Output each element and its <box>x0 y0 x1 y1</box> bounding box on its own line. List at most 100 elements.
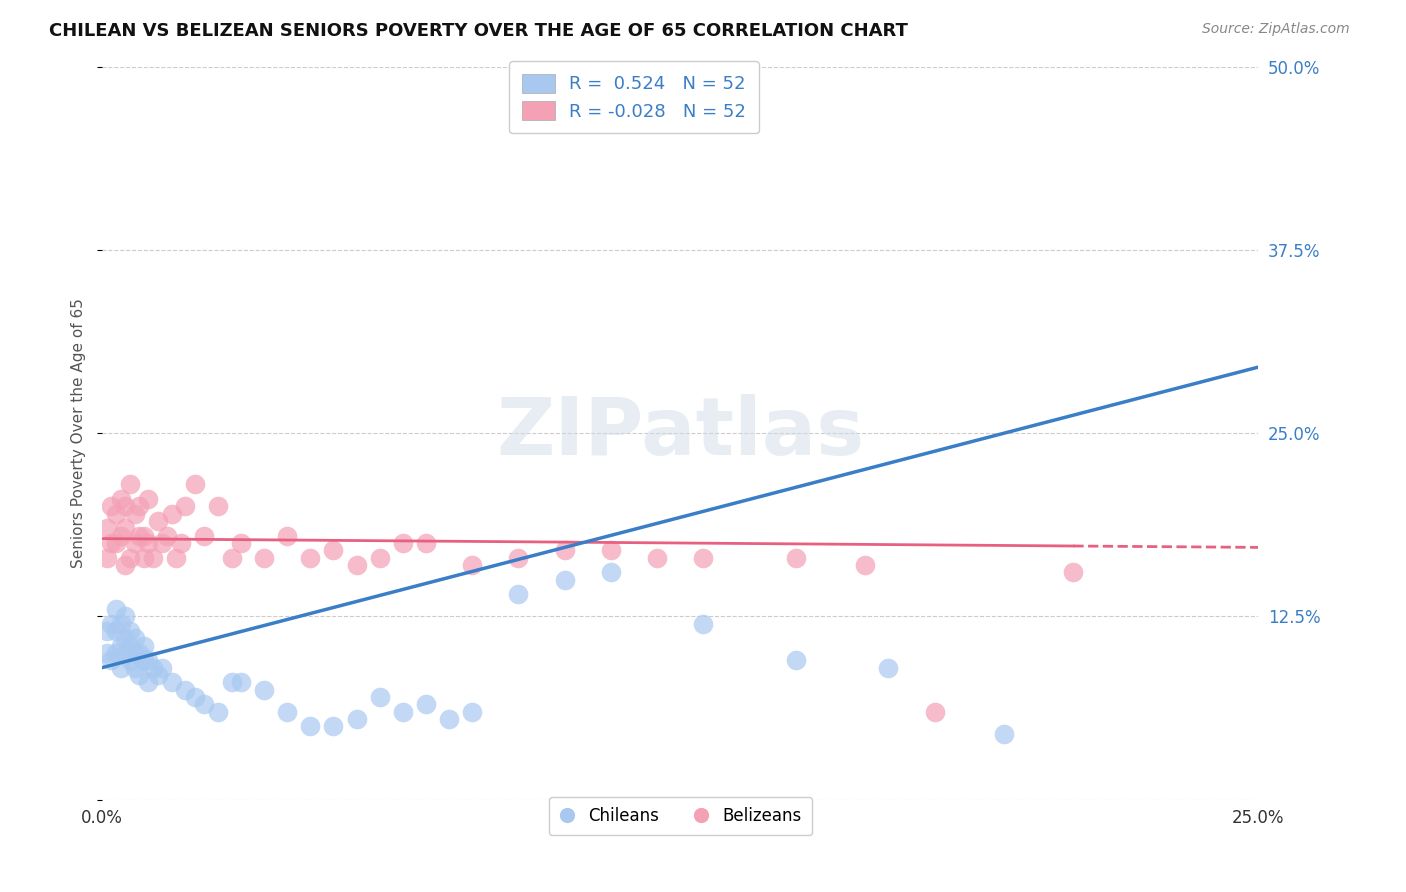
Point <box>142 550 165 565</box>
Point <box>276 705 298 719</box>
Point <box>391 705 413 719</box>
Point <box>368 550 391 565</box>
Point <box>156 529 179 543</box>
Point <box>118 624 141 638</box>
Point <box>322 719 344 733</box>
Point <box>554 573 576 587</box>
Point <box>105 602 128 616</box>
Point <box>253 550 276 565</box>
Point <box>128 500 150 514</box>
Point <box>100 536 122 550</box>
Point <box>993 726 1015 740</box>
Point <box>692 550 714 565</box>
Point <box>124 632 146 646</box>
Point <box>924 705 946 719</box>
Point <box>114 632 136 646</box>
Point <box>221 550 243 565</box>
Point <box>128 668 150 682</box>
Point <box>114 500 136 514</box>
Point <box>124 646 146 660</box>
Legend: Chileans, Belizeans: Chileans, Belizeans <box>548 797 813 835</box>
Point <box>207 500 229 514</box>
Point <box>105 507 128 521</box>
Point <box>415 536 437 550</box>
Point <box>554 543 576 558</box>
Point <box>193 698 215 712</box>
Point <box>174 500 197 514</box>
Point <box>100 616 122 631</box>
Point <box>853 558 876 572</box>
Point <box>391 536 413 550</box>
Point <box>193 529 215 543</box>
Point <box>132 653 155 667</box>
Point <box>229 675 252 690</box>
Point <box>114 609 136 624</box>
Point <box>132 639 155 653</box>
Point <box>170 536 193 550</box>
Point <box>105 536 128 550</box>
Point <box>124 536 146 550</box>
Point <box>142 660 165 674</box>
Point <box>110 616 132 631</box>
Point <box>299 719 322 733</box>
Point <box>110 639 132 653</box>
Point <box>229 536 252 550</box>
Y-axis label: Seniors Poverty Over the Age of 65: Seniors Poverty Over the Age of 65 <box>72 298 86 568</box>
Point <box>132 550 155 565</box>
Point <box>128 529 150 543</box>
Point <box>96 550 118 565</box>
Point <box>508 550 530 565</box>
Point <box>645 550 668 565</box>
Point <box>124 660 146 674</box>
Point <box>600 566 623 580</box>
Point <box>100 500 122 514</box>
Point <box>110 529 132 543</box>
Point <box>461 558 484 572</box>
Point <box>183 477 205 491</box>
Point <box>346 712 368 726</box>
Point <box>138 675 160 690</box>
Point <box>146 514 169 528</box>
Point <box>138 536 160 550</box>
Point <box>150 660 173 674</box>
Point <box>346 558 368 572</box>
Point <box>118 477 141 491</box>
Text: CHILEAN VS BELIZEAN SENIORS POVERTY OVER THE AGE OF 65 CORRELATION CHART: CHILEAN VS BELIZEAN SENIORS POVERTY OVER… <box>49 22 908 40</box>
Text: Source: ZipAtlas.com: Source: ZipAtlas.com <box>1202 22 1350 37</box>
Point <box>114 646 136 660</box>
Point <box>415 698 437 712</box>
Point <box>110 491 132 506</box>
Point <box>96 646 118 660</box>
Point <box>100 653 122 667</box>
Text: ZIPatlas: ZIPatlas <box>496 394 865 472</box>
Point <box>105 624 128 638</box>
Point <box>461 705 484 719</box>
Point <box>253 682 276 697</box>
Point <box>785 550 807 565</box>
Point <box>128 646 150 660</box>
Point <box>508 587 530 601</box>
Point <box>600 543 623 558</box>
Point <box>276 529 298 543</box>
Point <box>207 705 229 719</box>
Point <box>785 653 807 667</box>
Point <box>96 624 118 638</box>
Point <box>150 536 173 550</box>
Point <box>146 668 169 682</box>
Point <box>368 690 391 704</box>
Point <box>124 507 146 521</box>
Point <box>118 639 141 653</box>
Point <box>437 712 460 726</box>
Point <box>174 682 197 697</box>
Point <box>114 521 136 535</box>
Point <box>114 558 136 572</box>
Point <box>105 646 128 660</box>
Point <box>160 675 183 690</box>
Point <box>299 550 322 565</box>
Point <box>221 675 243 690</box>
Point <box>692 616 714 631</box>
Point <box>322 543 344 558</box>
Point <box>138 491 160 506</box>
Point <box>118 653 141 667</box>
Point <box>1062 566 1084 580</box>
